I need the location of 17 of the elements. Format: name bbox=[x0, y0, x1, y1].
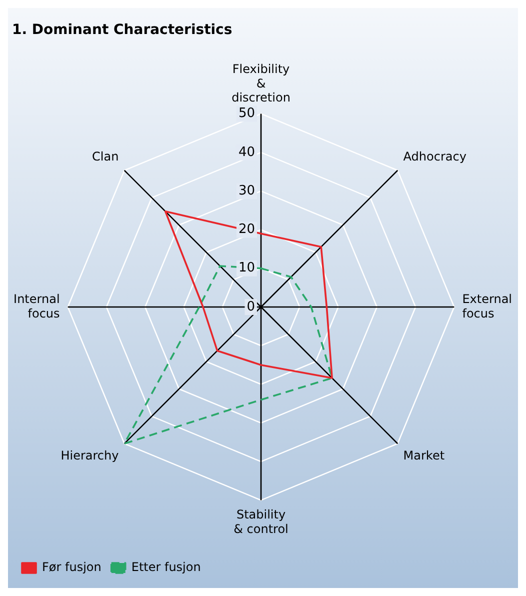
y-tick-label: 40 bbox=[238, 144, 255, 160]
spoke-label: Hierarchy bbox=[60, 448, 119, 463]
y-tick-label: 10 bbox=[238, 260, 255, 276]
y-tick-label: 0 bbox=[246, 299, 255, 314]
y-tick-label: 30 bbox=[238, 183, 255, 198]
spoke-label: Clan bbox=[92, 150, 119, 164]
spoke-label: External focus bbox=[462, 292, 512, 320]
spoke-label: Adhocracy bbox=[403, 150, 466, 164]
legend-label: Etter fusjon bbox=[131, 560, 201, 574]
legend-label: Før fusjon bbox=[42, 560, 102, 574]
spoke-label: Market bbox=[403, 448, 445, 463]
y-tick-label: 20 bbox=[238, 222, 255, 238]
y-tick-label: 50 bbox=[238, 106, 255, 122]
spoke-label: Stability & control bbox=[234, 508, 288, 536]
spoke-label: Flexibility & discretion bbox=[232, 62, 290, 105]
spoke-label: Internal focus bbox=[14, 292, 60, 320]
chart-title: 1. Dominant Characteristics bbox=[12, 22, 232, 38]
